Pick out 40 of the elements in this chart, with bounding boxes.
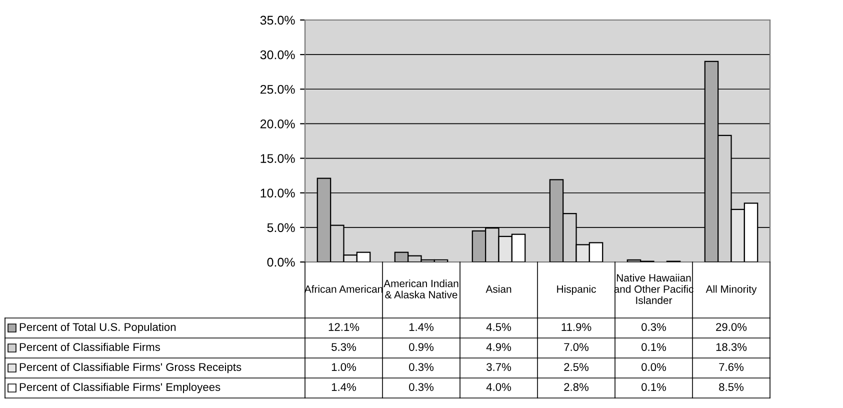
data-label: 11.9% [562, 323, 592, 331]
data-label: 3.7% [486, 363, 512, 371]
data-label: 1.0% [332, 363, 356, 371]
data-label: 0.3% [409, 363, 434, 371]
data-label: 4.9% [486, 343, 512, 351]
data-label: 0.1% [642, 343, 666, 351]
legend-label: Percent of Classifiable Firms' Gross Receipts [20, 362, 242, 374]
x-tick-label: Hispanic [557, 285, 596, 295]
data-label: 2.8% [564, 383, 589, 391]
data-label: 0.9% [409, 343, 434, 351]
data-label: 5.3% [332, 343, 356, 351]
data-label: 7.6% [719, 363, 744, 371]
y-tick-label: 10.0% [260, 188, 295, 198]
legend-label: Percent of Classifiable Firms' Employees [20, 382, 220, 394]
y-tick-label: 25.0% [260, 84, 295, 94]
data-label: 18.3% [716, 343, 747, 351]
legend-label: Percent of Classifiable Firms [20, 342, 160, 351]
data-label: 0.1% [642, 383, 666, 391]
y-tick-label: 30.0% [260, 50, 295, 60]
data-label: 0.0% [642, 363, 666, 371]
data-label: 0.3% [409, 383, 434, 391]
data-label: 12.1% [328, 323, 360, 331]
data-label: 1.4% [409, 323, 434, 331]
y-tick-label: 15.0% [260, 154, 295, 163]
data-label: 2.5% [564, 363, 589, 371]
data-label: 8.5% [719, 383, 744, 391]
data-label: 29.0% [716, 323, 747, 331]
data-label: 4.0% [486, 383, 512, 391]
legend-label: Percent of Total U.S. Population [20, 322, 176, 334]
x-tick-label: All Minority [706, 285, 757, 295]
y-tick-label: 5.0% [267, 223, 295, 232]
x-tick-label: Asian [486, 285, 512, 293]
y-tick-label: 0.0% [267, 258, 295, 267]
data-label: 1.4% [332, 383, 356, 391]
data-label: 0.3% [642, 323, 666, 331]
data-label: 7.0% [564, 343, 589, 351]
data-label: 4.5% [486, 323, 512, 331]
y-tick-label: 20.0% [260, 120, 295, 128]
y-tick-label: 35.0% [260, 16, 295, 25]
x-tick-label: American Indian & Alaska Native [384, 280, 458, 298]
